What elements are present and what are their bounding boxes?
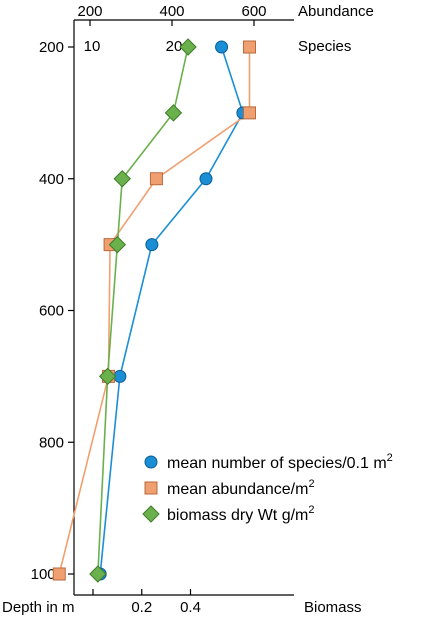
data-point-diamond-1000 (89, 565, 107, 583)
data-point-circle-200 (215, 40, 229, 54)
data-point-diamond-500 (108, 235, 127, 254)
legend-label-superscript: 2 (387, 452, 393, 464)
depth-tick-label-400: 400 (39, 171, 64, 188)
legend-label-superscript: 2 (308, 504, 314, 516)
legend-label-superscript: 2 (308, 478, 314, 490)
data-point-square-300 (242, 106, 256, 120)
series-line-diamond (97, 46, 189, 575)
data-point-square-1000 (52, 567, 66, 581)
species-tick-label-10: 10 (84, 38, 101, 55)
series-line-circle (99, 46, 244, 575)
data-point-diamond-700 (98, 367, 117, 386)
abundance-axis-title: Abundance (298, 3, 374, 20)
legend-label-text: mean number of species/0.1 m (167, 455, 387, 472)
species-axis-title: Species (298, 38, 351, 55)
data-point-circle-400 (199, 172, 213, 186)
biomass-axis-title: Biomass (304, 599, 362, 616)
axes: Abundance Species Depth in m Biomass (2, 3, 374, 616)
legend-label-square: mean abundance/m2 (167, 478, 315, 498)
abundance-tick-label-600: 600 (241, 3, 266, 20)
data-point-square-400 (149, 172, 163, 186)
legend-marker-square (144, 481, 158, 495)
data-point-diamond-300 (164, 104, 183, 122)
legend-label-text: mean abundance/m (167, 481, 308, 498)
data-point-diamond-200 (179, 38, 197, 56)
depth-tick-label-200: 200 (39, 39, 64, 56)
abundance-tick-label-400: 400 (159, 3, 184, 20)
legend-marker-circle (144, 455, 158, 469)
legend-marker-diamond (142, 505, 160, 523)
legend-label-diamond: biomass dry Wt g/m2 (167, 504, 314, 524)
plot-area (52, 38, 256, 583)
biomass-tick-label-0: 0.2 (131, 599, 152, 616)
data-point-circle-500 (145, 238, 159, 252)
abundance-tick-label-200: 200 (77, 3, 102, 20)
biomass-tick-label-1: 0.4 (180, 599, 201, 616)
legend-label-text: biomass dry Wt g/m (167, 507, 308, 524)
species-tick-label-20: 20 (166, 38, 183, 55)
depth-axis-title: Depth in m (2, 599, 75, 616)
depth-tick-label-800: 800 (39, 434, 64, 451)
depth-tick-label-600: 600 (39, 303, 64, 320)
data-point-diamond-400 (113, 170, 131, 188)
series-line-square (58, 47, 251, 575)
data-point-square-200 (242, 40, 256, 54)
legend-label-circle: mean number of species/0.1 m2 (167, 452, 393, 472)
